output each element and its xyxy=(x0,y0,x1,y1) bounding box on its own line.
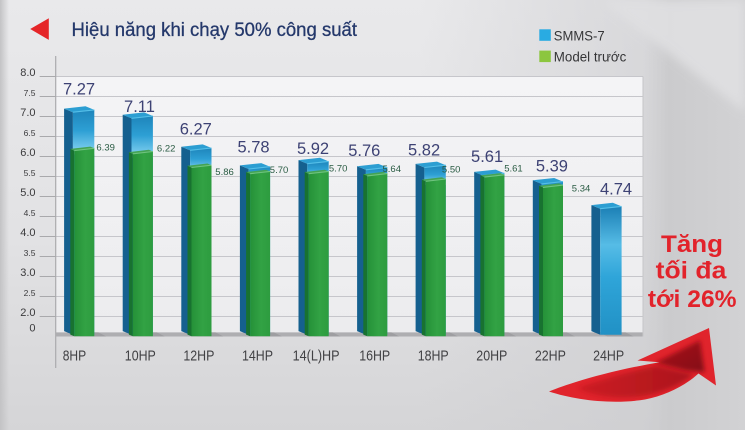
svg-text:Hiệu năng khi chạy 50% công su: Hiệu năng khi chạy 50% công suất xyxy=(72,19,358,41)
svg-text:5.34: 5.34 xyxy=(572,184,591,195)
svg-text:20HP: 20HP xyxy=(476,348,507,365)
svg-text:22HP: 22HP xyxy=(535,348,566,365)
svg-text:5.61: 5.61 xyxy=(471,148,503,166)
svg-text:0: 0 xyxy=(29,323,35,335)
svg-text:tới 26%: tới 26% xyxy=(648,286,737,313)
svg-text:5.76: 5.76 xyxy=(348,142,380,160)
svg-text:Tăng: Tăng xyxy=(661,231,723,258)
svg-text:8.0: 8.0 xyxy=(20,67,35,79)
svg-text:3.5: 3.5 xyxy=(24,248,36,258)
svg-text:5.70: 5.70 xyxy=(270,165,289,176)
svg-text:24HP: 24HP xyxy=(593,348,624,365)
svg-text:2.5: 2.5 xyxy=(24,288,36,298)
svg-text:5.39: 5.39 xyxy=(536,158,568,176)
svg-text:6.5: 6.5 xyxy=(24,128,36,138)
svg-text:6.22: 6.22 xyxy=(157,143,176,154)
svg-text:Model trước: Model trước xyxy=(554,50,627,65)
svg-text:4.74: 4.74 xyxy=(600,180,632,198)
svg-text:16HP: 16HP xyxy=(359,348,390,365)
svg-text:5.92: 5.92 xyxy=(297,140,329,158)
svg-text:10HP: 10HP xyxy=(125,348,156,365)
svg-text:4.5: 4.5 xyxy=(24,208,36,218)
svg-text:5.86: 5.86 xyxy=(215,167,234,178)
svg-text:5.61: 5.61 xyxy=(504,164,523,175)
svg-text:5.50: 5.50 xyxy=(442,165,461,176)
svg-text:5.0: 5.0 xyxy=(20,187,35,199)
svg-text:5.5: 5.5 xyxy=(24,168,36,178)
svg-text:7.11: 7.11 xyxy=(124,98,155,116)
svg-text:6.27: 6.27 xyxy=(180,121,212,139)
svg-text:4.0: 4.0 xyxy=(20,227,35,239)
svg-text:6.39: 6.39 xyxy=(96,143,115,154)
svg-text:7.0: 7.0 xyxy=(20,107,35,119)
svg-text:2.0: 2.0 xyxy=(20,307,35,319)
svg-text:5.70: 5.70 xyxy=(329,164,348,175)
svg-text:7.5: 7.5 xyxy=(24,88,36,98)
svg-text:7.27: 7.27 xyxy=(63,80,95,98)
svg-text:5.64: 5.64 xyxy=(383,164,402,175)
svg-text:SMMS-7: SMMS-7 xyxy=(554,28,605,43)
svg-text:8HP: 8HP xyxy=(63,348,86,365)
svg-text:14(L)HP: 14(L)HP xyxy=(293,348,340,365)
svg-text:5.78: 5.78 xyxy=(237,139,269,157)
svg-text:6.0: 6.0 xyxy=(20,147,35,159)
svg-text:3.0: 3.0 xyxy=(20,267,35,279)
svg-text:5.82: 5.82 xyxy=(408,141,440,159)
svg-text:12HP: 12HP xyxy=(183,348,214,365)
svg-text:tối đa: tối đa xyxy=(656,258,727,285)
svg-text:14HP: 14HP xyxy=(242,348,273,365)
svg-text:18HP: 18HP xyxy=(418,348,449,365)
